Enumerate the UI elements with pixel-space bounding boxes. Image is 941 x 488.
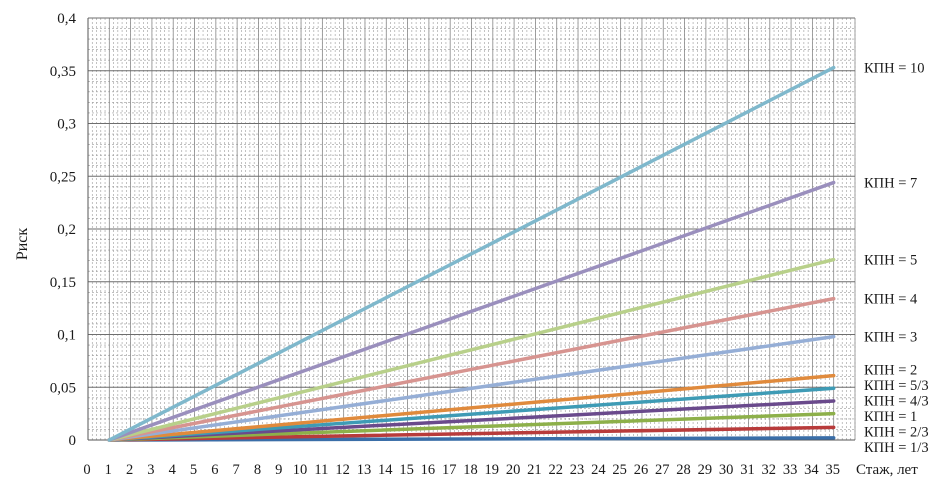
- series-label: КПН = 2/3: [864, 425, 929, 441]
- x-tick-label: 29: [698, 462, 713, 478]
- x-tick-label: 27: [655, 462, 670, 478]
- x-tick-label: 1: [105, 462, 112, 478]
- x-tick-label: 34: [804, 462, 819, 478]
- series-label: КПН = 4/3: [864, 394, 929, 410]
- series-line: [107, 386, 836, 442]
- x-tick-label: 12: [335, 462, 350, 478]
- x-tick-label: 3: [147, 462, 154, 478]
- series-label: КПН = 1: [864, 409, 917, 425]
- series-line: [107, 334, 836, 442]
- series-lines: [107, 65, 836, 442]
- x-axis-label: Стаж, лет: [856, 462, 918, 478]
- series-label: КПН = 10: [864, 61, 925, 77]
- x-tick-label: 10: [293, 462, 308, 478]
- series-line: [107, 65, 836, 442]
- y-axis-label: Риск: [14, 228, 31, 261]
- y-tick-label: 0,3: [57, 117, 76, 133]
- x-tick-label: 2: [126, 462, 133, 478]
- x-tick-label: 33: [783, 462, 798, 478]
- series-label: КПН = 2: [864, 363, 917, 379]
- series-labels: КПН = 10 КПН = 7 КПН = 5 КПН = 4 КПН = 3 КПН …: [864, 61, 929, 456]
- x-tick-label: 8: [254, 462, 261, 478]
- series-line: [107, 425, 836, 442]
- x-tick-label: 5: [190, 462, 197, 478]
- x-tick-label: 4: [169, 462, 177, 478]
- x-tick-label: 32: [762, 462, 777, 478]
- x-tick-label: 9: [275, 462, 282, 478]
- series-label: КПН = 4: [864, 292, 918, 308]
- x-tick-label: 17: [442, 462, 457, 478]
- y-tick-label: 0,15: [50, 275, 76, 291]
- x-tick-label: 14: [378, 462, 393, 478]
- series-line: [107, 180, 836, 442]
- series-line: [107, 296, 836, 442]
- x-tick-label: 26: [634, 462, 649, 478]
- y-tick-label: 0,25: [50, 169, 76, 185]
- x-tick-label: 13: [357, 462, 372, 478]
- y-tick-label: 0,05: [50, 380, 76, 396]
- x-tick-label: 11: [314, 462, 328, 478]
- series-line: [107, 436, 836, 442]
- series-label: КПН = 1/3: [864, 440, 929, 456]
- series-label: КПН = 7: [864, 176, 917, 192]
- series-label: КПН = 3: [864, 330, 917, 346]
- x-tick-label: 23: [570, 462, 585, 478]
- y-tick-label: 0,2: [57, 222, 76, 238]
- y-tick-label: 0: [69, 433, 77, 449]
- grid: [87, 17, 856, 441]
- series-line: [107, 399, 836, 442]
- x-tick-label: 16: [421, 462, 436, 478]
- tick-labels: 00,050,10,150,20,250,30,350,40 1 2 3 4 5 6 7 8 9 1…: [50, 11, 840, 478]
- y-tick-label: 0,4: [57, 11, 76, 27]
- y-tick-label: 0,1: [57, 328, 76, 344]
- x-tick-label: 31: [740, 462, 755, 478]
- x-tick-label: 21: [527, 462, 542, 478]
- y-tick-label: 0,35: [50, 64, 76, 80]
- x-tick-label: 6: [211, 462, 218, 478]
- x-tick-label: 35: [825, 462, 840, 478]
- x-tick-label: 20: [506, 462, 521, 478]
- x-tick-label: 7: [233, 462, 240, 478]
- x-tick-label: 22: [548, 462, 563, 478]
- x-tick-label: 15: [399, 462, 414, 478]
- series-line: [107, 373, 836, 442]
- x-tick-label: 18: [463, 462, 478, 478]
- x-tick-label: 0: [83, 462, 90, 478]
- x-tick-label: 24: [591, 462, 606, 478]
- x-tick-label: 19: [485, 462, 500, 478]
- x-tick-label: 30: [719, 462, 734, 478]
- series-line: [107, 257, 836, 442]
- series-label: КПН = 5: [864, 253, 917, 269]
- x-tick-label: 28: [676, 462, 691, 478]
- series-line: [107, 411, 836, 442]
- x-tick-label: 25: [612, 462, 627, 478]
- series-label: КПН = 5/3: [864, 378, 929, 394]
